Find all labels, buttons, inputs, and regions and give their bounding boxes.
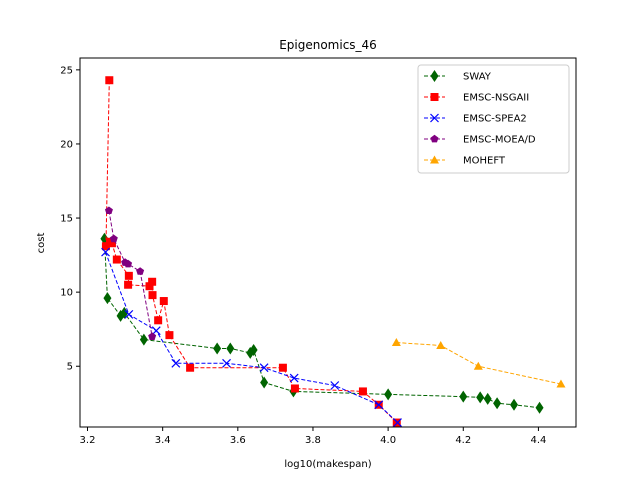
data-point-moheft <box>473 361 483 370</box>
legend-marker-emsc-nsgaii <box>430 93 439 101</box>
data-point-emsc-moea-d <box>148 332 157 340</box>
series-line-moheft <box>396 342 562 385</box>
series-line-emsc-nsgaii <box>105 80 398 423</box>
data-point-sway <box>493 397 502 410</box>
data-point-emsc-nsgaii <box>124 271 133 280</box>
data-point-sway <box>483 392 492 405</box>
data-point-emsc-nsgaii <box>165 331 174 340</box>
data-point-emsc-nsgaii <box>148 291 157 300</box>
legend-label-emsc-nsgaii: EMSC-NSGAII <box>463 93 529 104</box>
data-point-emsc-moea-d <box>104 206 113 215</box>
legend-marker-emsc-spea2 <box>430 113 439 123</box>
data-point-sway <box>459 390 468 403</box>
data-point-emsc-nsgaii <box>124 280 133 289</box>
data-point-sway <box>139 333 148 346</box>
plot-frame <box>79 57 577 428</box>
data-point-emsc-nsgaii <box>112 255 121 264</box>
data-point-emsc-moea-d <box>109 234 118 243</box>
data-point-emsc-spea2 <box>222 358 231 368</box>
legend-label-moheft: MOHEFT <box>463 156 506 167</box>
data-point-emsc-moea-d <box>124 259 133 268</box>
x-tick-label: 3.4 <box>155 435 171 446</box>
data-point-emsc-spea2 <box>124 309 134 319</box>
plot-area <box>100 76 566 427</box>
data-point-moheft <box>556 379 566 388</box>
data-point-emsc-spea2 <box>171 358 181 368</box>
legend: SWAY EMSC-NSGAII EMSC-SPEA2 EMSC-MOEA/D MOHE… <box>417 64 570 174</box>
y-tick-label: 15 <box>60 214 73 225</box>
data-point-emsc-nsgaii <box>278 363 287 372</box>
data-point-emsc-spea2 <box>151 326 161 336</box>
legend-box <box>417 64 570 174</box>
data-point-moheft <box>436 340 446 349</box>
data-point-emsc-nsgaii <box>358 387 367 396</box>
data-point-sway <box>510 398 518 411</box>
legend-marker-emsc-moea-d <box>430 134 439 143</box>
data-point-emsc-spea2 <box>101 247 110 257</box>
legend-label-emsc-spea2: EMSC-SPEA2 <box>463 114 527 125</box>
y-tick-label: 20 <box>60 139 73 150</box>
legend-label-sway: SWAY <box>463 72 492 83</box>
data-point-sway <box>213 342 222 355</box>
legend-marker-moheft <box>430 155 439 164</box>
data-point-sway <box>476 391 485 404</box>
data-point-emsc-nsgaii <box>107 239 116 248</box>
y-axis-label: cost <box>36 233 47 254</box>
data-point-moheft <box>391 338 401 347</box>
x-tick-label: 3.6 <box>230 435 246 446</box>
y-tick-label: 25 <box>60 65 73 76</box>
data-point-sway <box>249 343 258 356</box>
data-point-sway <box>103 292 112 305</box>
x-axis-label: log10(makespan) <box>284 459 371 470</box>
x-tick-label: 4.4 <box>530 435 546 446</box>
x-tick-label: 4.2 <box>455 435 471 446</box>
data-point-emsc-nsgaii <box>148 277 157 286</box>
data-point-emsc-nsgaii <box>105 76 114 85</box>
data-point-emsc-nsgaii <box>290 384 299 393</box>
data-point-sway <box>226 342 235 355</box>
data-point-emsc-nsgaii <box>159 297 168 306</box>
x-tick-label: 4.0 <box>380 435 396 446</box>
series-line-sway <box>103 238 540 409</box>
legend-marker-sway <box>430 70 439 82</box>
data-point-emsc-nsgaii <box>101 242 110 251</box>
data-point-sway <box>535 401 544 414</box>
data-point-sway <box>260 376 269 389</box>
chart-title: Epigenomics_46 <box>279 38 377 52</box>
legend-label-emsc-moea-d: EMSC-MOEA/D <box>463 135 536 146</box>
data-point-emsc-nsgaii <box>154 316 163 325</box>
y-axis: 5 10 15 20 25 <box>60 65 80 373</box>
series-line-emsc-spea2 <box>105 251 398 423</box>
x-tick-label: 3.2 <box>80 435 96 446</box>
data-point-emsc-spea2 <box>259 363 269 373</box>
data-point-emsc-nsgaii <box>145 282 154 291</box>
y-tick-label: 5 <box>67 362 73 373</box>
data-point-sway <box>120 306 129 319</box>
x-axis: 3.2 3.4 3.6 3.8 4.0 4.2 4.4 <box>80 427 546 446</box>
y-tick-label: 10 <box>60 288 73 299</box>
data-point-emsc-spea2 <box>393 418 402 427</box>
data-point-sway <box>384 388 393 401</box>
data-point-emsc-spea2 <box>330 381 340 390</box>
data-point-emsc-spea2 <box>374 400 384 410</box>
data-point-emsc-moea-d <box>136 267 145 275</box>
data-point-emsc-nsgaii <box>186 363 195 372</box>
x-tick-label: 3.8 <box>305 435 321 446</box>
data-point-emsc-spea2 <box>289 373 299 383</box>
